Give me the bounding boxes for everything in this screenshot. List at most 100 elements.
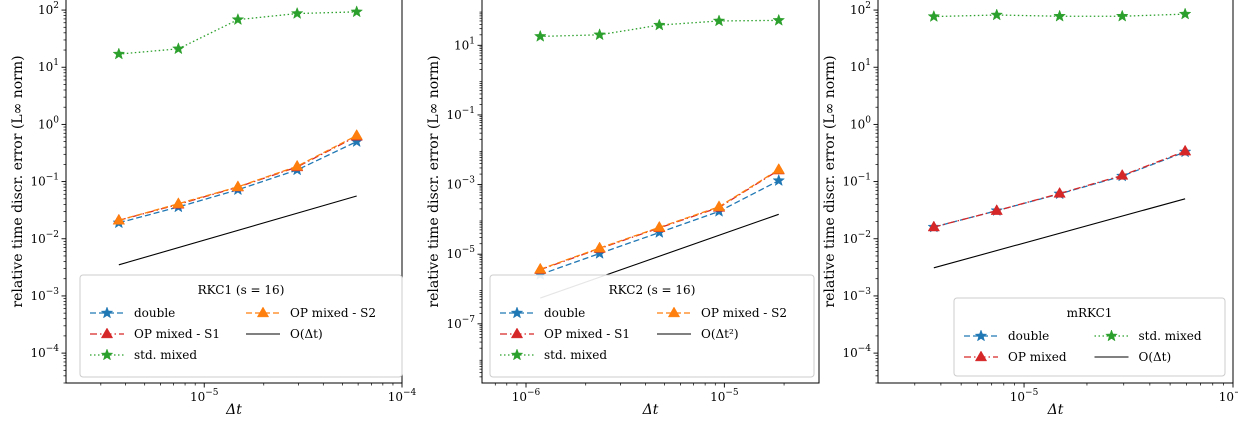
data-point — [593, 241, 606, 253]
x-tick-label: 10−5 — [710, 388, 739, 404]
data-point — [652, 18, 666, 31]
legend-label: OP mixed - S1 — [544, 327, 630, 341]
plot-frame — [65, 0, 403, 384]
plot-frame — [481, 0, 820, 384]
data-point — [172, 197, 185, 208]
legend: RKC1 (s = 16) double OP mixed - S2 OP mixed… — [79, 274, 403, 378]
x-tick-label: 10−5 — [1010, 388, 1039, 404]
y-tick-label: 10−1 — [30, 173, 59, 189]
legend-label: O(Δt) — [1139, 350, 1172, 364]
legend-label: OP mixed - S2 — [701, 306, 787, 320]
panel-3: 10−5 10−4 10−4 10−3 10−2 10−1 100 101 102 Δt relat… — [822, 0, 1238, 418]
legend-label: OP mixed - S1 — [134, 327, 220, 341]
x-axis-label: Δt — [225, 402, 242, 418]
legend-box — [79, 274, 403, 378]
y-tick-label: 10−3 — [446, 176, 475, 192]
legend-marker — [510, 306, 524, 319]
data-point — [593, 28, 606, 41]
x-tick-label: 10−5 — [190, 388, 219, 404]
series-group — [533, 13, 786, 299]
legend-marker — [100, 327, 114, 339]
data-point — [112, 213, 125, 225]
legend-label: std. mixed — [1139, 329, 1202, 343]
data-point — [772, 173, 786, 187]
data-point — [231, 180, 245, 191]
data-point — [1053, 186, 1066, 198]
legend-title: RKC1 (s = 16) — [198, 283, 285, 297]
data-point — [990, 8, 1004, 21]
legend-box — [953, 297, 1226, 377]
legend-label: double — [544, 306, 585, 320]
data-point — [990, 204, 1003, 215]
legend-entry: double — [90, 306, 175, 320]
x-axis-label: Δt — [1047, 402, 1064, 418]
data-point — [772, 163, 785, 174]
legend-title: RKC2 (s = 16) — [609, 283, 696, 297]
panel-2: 10−6 10−5 10−7 10−5 10−3 10−1 101 Δt relative ti… — [426, 0, 820, 418]
data-point — [712, 14, 726, 27]
legend-entry: double — [964, 329, 1049, 343]
data-point — [1053, 9, 1067, 22]
y-tick-label: 10−4 — [30, 344, 59, 360]
data-point — [772, 13, 786, 26]
data-point — [533, 29, 547, 42]
y-tick-label: 10−5 — [446, 245, 475, 261]
y-tick-label: 10−1 — [842, 173, 871, 189]
legend-marker — [667, 306, 681, 318]
legend-entry: O(Δt) — [1094, 350, 1172, 364]
data-point — [712, 200, 726, 211]
y-axis-label: relative time discr. error (L∞ norm) — [10, 55, 26, 307]
legend-label: O(Δt) — [290, 327, 323, 341]
data-point — [534, 262, 547, 274]
legend-entry: OP mixed - S2 — [657, 306, 787, 320]
legend-label: OP mixed - S2 — [290, 306, 376, 320]
legend-entry: OP mixed — [964, 350, 1067, 364]
legend-label: std. mixed — [134, 348, 197, 362]
legend-entry: OP mixed - S1 — [500, 327, 630, 341]
series-line-double — [118, 141, 357, 224]
legend-entry: double — [500, 306, 585, 320]
legend-entry: O(Δt²) — [657, 327, 739, 341]
legend-entry: O(Δt) — [246, 327, 323, 341]
legend-marker — [510, 327, 524, 339]
data-point — [350, 5, 364, 18]
data-point — [1178, 7, 1192, 20]
x-tick-label: 10−4 — [388, 388, 417, 404]
legend-marker — [1105, 329, 1118, 342]
legend: mRKC1 double std. mixed OP mixed O(Δt) — [953, 297, 1226, 377]
series-group — [112, 5, 364, 266]
legend-marker — [100, 306, 114, 319]
legend-label: O(Δt²) — [701, 327, 739, 341]
series-line-op-mixed — [933, 150, 1186, 228]
series-line-op-mixed-s1 — [540, 169, 780, 271]
y-tick-label: 10−2 — [30, 230, 59, 246]
data-point — [653, 220, 666, 232]
legend-entry: std. mixed — [500, 348, 607, 362]
data-point — [350, 128, 363, 140]
data-point — [171, 42, 185, 55]
data-point — [112, 47, 126, 60]
data-point — [290, 6, 304, 19]
y-tick-label: 10−1 — [446, 106, 475, 122]
legend-label: std. mixed — [544, 348, 607, 362]
legend-title: mRKC1 — [1067, 306, 1113, 320]
legend-label: OP mixed — [1008, 350, 1067, 364]
y-tick-label: 101 — [38, 58, 59, 74]
legend-marker — [256, 306, 270, 318]
series-line-o-t- — [118, 195, 357, 266]
y-tick-label: 10−2 — [842, 230, 871, 246]
legend-label: double — [1008, 329, 1049, 343]
data-point — [927, 9, 941, 22]
x-tick-label: 10−4 — [1219, 388, 1238, 404]
legend-marker — [974, 329, 988, 342]
y-tick-label: 10−7 — [446, 315, 475, 331]
series-line-std-mixed — [118, 11, 357, 55]
data-point — [231, 12, 245, 26]
data-point — [1178, 144, 1192, 156]
legend: RKC2 (s = 16) double OP mixed - S2 OP mixed… — [489, 274, 815, 378]
series-line-op-mixed-s2 — [540, 168, 780, 270]
legend-entry: OP mixed - S2 — [246, 306, 376, 320]
y-axis-label: relative time discr. error (L∞ norm) — [822, 55, 838, 307]
series-line-op-mixed-s1 — [118, 135, 357, 221]
